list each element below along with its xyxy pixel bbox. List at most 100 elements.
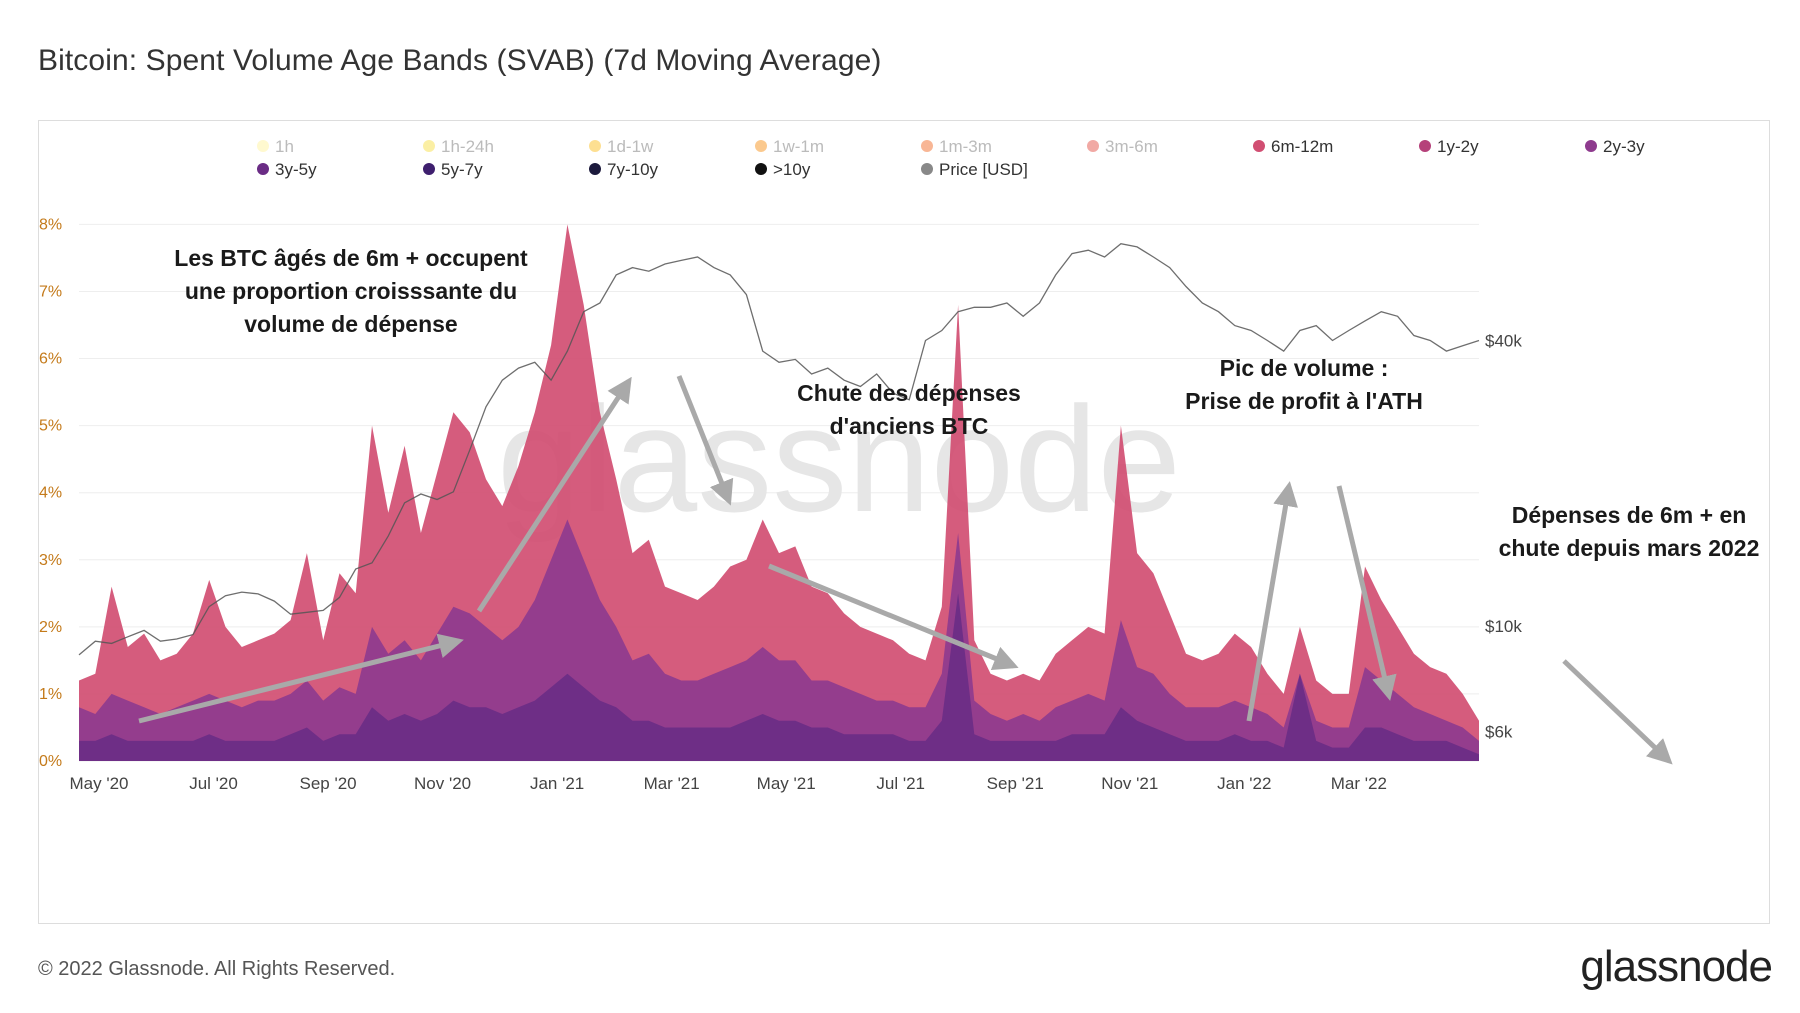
x-tick-label: Jan '22	[1217, 774, 1271, 793]
annotation-text-line: d'anciens BTC	[830, 413, 989, 439]
legend-swatch	[423, 163, 435, 175]
legend-item-1h: 1h	[257, 137, 294, 156]
y-tick-label: 5%	[39, 418, 62, 435]
y-right-tick-label: $10k	[1485, 617, 1522, 636]
price-line	[78, 243, 1480, 656]
copyright-text: © 2022 Glassnode. All Rights Reserved.	[38, 958, 396, 980]
annotation-arrow	[768, 563, 1019, 671]
legend-swatch	[1419, 140, 1431, 152]
x-tick-label: Nov '20	[414, 774, 471, 793]
x-tick-label: Jul '20	[189, 774, 238, 793]
legend-swatch	[1253, 140, 1265, 152]
x-tick-label: Mar '21	[644, 774, 700, 793]
legend: 1h 1h-24h 1d-1w 1w-1m 1m-3m 3m-6m 6m-12m 1y-2y 2…	[257, 137, 1645, 179]
area-1y-3y	[79, 519, 1479, 761]
legend-swatch	[921, 140, 933, 152]
chart-title: Bitcoin: Spent Volume Age Bands (SVAB) (…	[38, 44, 882, 77]
annotation-text-line: Chute des dépenses	[797, 380, 1021, 406]
legend-label: 1h	[275, 137, 294, 156]
legend-swatch	[589, 163, 601, 175]
legend-label: 2y-3y	[1603, 137, 1645, 156]
annotation-arrow	[138, 633, 464, 724]
annotation-2: Chute des dépenses d'anciens BTC	[797, 380, 1021, 439]
legend-swatch	[755, 163, 767, 175]
annotation-arrow	[476, 376, 632, 613]
legend-swatch	[423, 140, 435, 152]
y-right-tick-label: $6k	[1485, 723, 1513, 742]
y-tick-label: 4%	[39, 485, 62, 502]
svab-chart: glassnode 0%1%2%3%4%5%6%7%8% $6k$10k$40k…	[39, 137, 1759, 793]
legend-label: 1y-2y	[1437, 137, 1479, 156]
legend-swatch	[921, 163, 933, 175]
legend-item-5y-7y: 5y-7y	[423, 160, 483, 179]
legend-label: 1m-3m	[939, 137, 992, 156]
x-tick-label: May '20	[70, 774, 129, 793]
area-3y-plus	[79, 593, 1479, 761]
y-tick-label: 6%	[39, 351, 62, 368]
y-tick-label: 1%	[39, 686, 62, 703]
legend-item-3y-5y: 3y-5y	[257, 160, 317, 179]
x-tick-label: Jan '21	[530, 774, 584, 793]
y-axis-right: $6k $10k $40k	[1485, 332, 1522, 742]
annotation-text-line: Pic de volume :	[1220, 355, 1389, 381]
annotation-arrows	[138, 375, 1673, 765]
annotation-arrow	[676, 375, 734, 506]
legend-label: >10y	[773, 160, 811, 179]
legend-label: 3y-5y	[275, 160, 317, 179]
legend-item-1m-3m: 1m-3m	[921, 137, 992, 156]
annotation-text-line: Dépenses de 6m + en	[1512, 502, 1747, 528]
legend-label: 5y-7y	[441, 160, 483, 179]
price-usd-line	[78, 243, 1480, 656]
y-tick-label: 3%	[39, 552, 62, 569]
annotations: Les BTC âgés de 6m + occupent une proport…	[174, 245, 1759, 561]
annotation-text-line: volume de dépense	[244, 311, 457, 337]
chart-container: glassnode 0% 1% 2% 3% 4% 5% 6% 7% 8% $6k $10k $40k…	[38, 120, 1770, 924]
annotation-1: Les BTC âgés de 6m + occupent une proport…	[174, 245, 528, 337]
x-tick-label: May '21	[757, 774, 816, 793]
legend-label: 3m-6m	[1105, 137, 1158, 156]
legend-item-2y-3y: 2y-3y	[1585, 137, 1645, 156]
x-tick-label: Jul '21	[876, 774, 925, 793]
y-tick-label: 8%	[39, 216, 62, 233]
legend-swatch	[589, 140, 601, 152]
legend-label: 7y-10y	[607, 160, 659, 179]
annotation-arrow	[1246, 481, 1298, 722]
legend-swatch	[1585, 140, 1597, 152]
y-tick-label: 7%	[39, 283, 62, 300]
annotation-3: Pic de volume : Prise de profit à l'ATH	[1185, 355, 1423, 414]
legend-label: 6m-12m	[1271, 137, 1333, 156]
legend-label: 1h-24h	[441, 137, 494, 156]
x-axis: May '20 Jul '20 Sep '20 Nov '20 Jan '21 Mar '…	[70, 774, 1387, 793]
legend-swatch	[257, 163, 269, 175]
legend-swatch	[755, 140, 767, 152]
legend-item-3m-6m: 3m-6m	[1087, 137, 1158, 156]
area-6m-12m	[79, 224, 1479, 761]
legend-item-1y-2y: 1y-2y	[1419, 137, 1479, 156]
stacked-areas	[79, 224, 1479, 761]
annotation-arrow	[1562, 659, 1673, 765]
y-right-tick-label: $40k	[1485, 332, 1522, 351]
x-tick-label: Sep '20	[299, 774, 356, 793]
legend-item-7y-10y: 7y-10y	[589, 160, 659, 179]
annotation-text-line: une proportion croisssante du	[185, 278, 517, 304]
legend-item--10y: >10y	[755, 160, 811, 179]
annotation-text-line: Les BTC âgés de 6m + occupent	[174, 245, 528, 271]
legend-label: 1w-1m	[773, 137, 824, 156]
x-tick-label: Mar '22	[1331, 774, 1387, 793]
legend-label: Price [USD]	[939, 160, 1028, 179]
legend-swatch	[1087, 140, 1099, 152]
legend-item-1w-1m: 1w-1m	[755, 137, 824, 156]
legend-item-1d-1w: 1d-1w	[589, 137, 654, 156]
annotation-text-line: chute depuis mars 2022	[1499, 535, 1760, 561]
x-tick-label: Nov '21	[1101, 774, 1158, 793]
y-tick-label: 0%	[39, 753, 62, 770]
legend-label: 1d-1w	[607, 137, 654, 156]
annotation-4: Dépenses de 6m + en chute depuis mars 202…	[1499, 502, 1760, 561]
legend-item-price-usd-: Price [USD]	[921, 160, 1028, 179]
legend-item-1h-24h: 1h-24h	[423, 137, 494, 156]
glassnode-logo: glassnode	[1580, 942, 1773, 991]
y-tick-label: 2%	[39, 619, 62, 636]
annotation-arrow	[1336, 485, 1397, 701]
legend-item-6m-12m: 6m-12m	[1253, 137, 1333, 156]
y-axis-left: 0% 1% 2% 3% 4% 5% 6% 7% 8%	[39, 216, 62, 770]
